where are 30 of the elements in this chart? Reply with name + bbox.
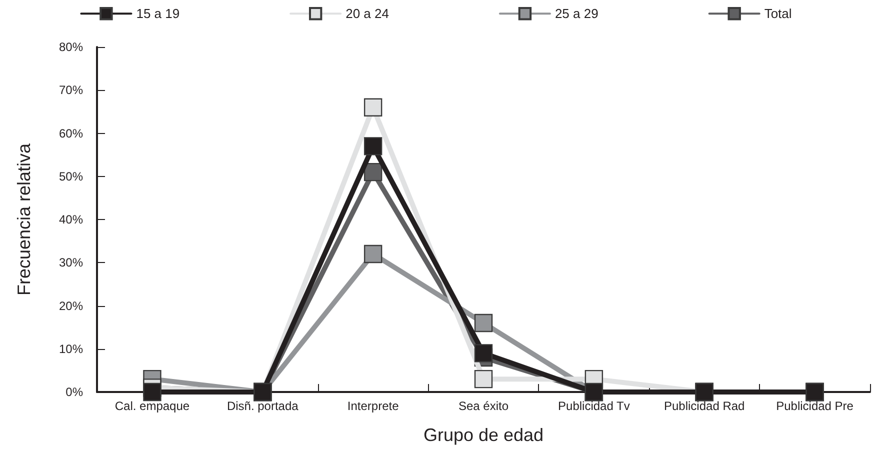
point — [364, 162, 382, 182]
point — [364, 244, 382, 264]
x-tick-label: Cal. empaque — [114, 399, 190, 413]
point — [474, 370, 493, 388]
x-tick-label: Interprete — [347, 399, 400, 413]
legend-label: Total — [764, 6, 792, 22]
legend-label: 15 a 19 — [136, 6, 180, 22]
y-tick-label: 60% — [58, 126, 84, 140]
y-tick-label: 10% — [58, 342, 84, 356]
y-tick-label: 70% — [58, 83, 84, 98]
x-tick-label: Sea éxito — [458, 399, 509, 413]
x-tick-label: Publicidad Pre — [776, 399, 854, 413]
y-tick-label: 30% — [58, 256, 84, 270]
point — [364, 137, 382, 156]
x-tick-label: Publicidad Rad — [664, 399, 745, 413]
point — [143, 382, 162, 402]
y-tick-label: 40% — [58, 212, 84, 226]
legend-label: 20 a 24 — [346, 6, 389, 22]
point — [474, 344, 493, 362]
legend-label: 25 a 29 — [554, 6, 598, 22]
point — [364, 98, 382, 116]
y-tick-label: 20% — [58, 298, 84, 313]
y-tick-label: 50% — [58, 169, 84, 184]
y-tick-label: 0% — [66, 385, 84, 399]
x-axis-title: Grupo de edad — [423, 425, 544, 445]
y-tick-label: 80% — [58, 40, 84, 54]
point — [474, 314, 493, 332]
x-tick-label: Publicidad Tv — [558, 399, 630, 413]
y-axis-title: Frecuencia relativa — [14, 142, 34, 296]
x-tick-label: Disñ. portada — [226, 399, 299, 413]
